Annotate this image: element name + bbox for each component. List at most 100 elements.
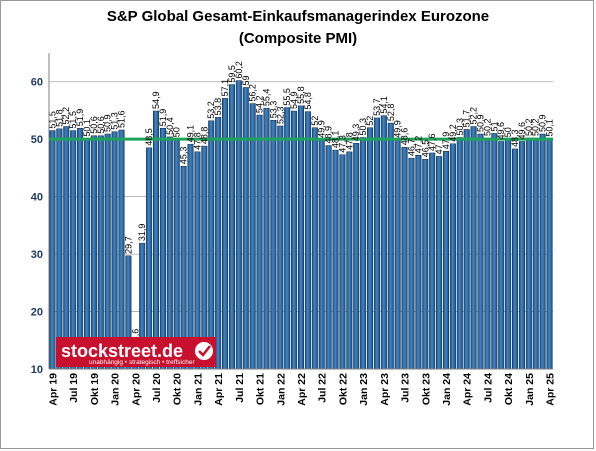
data-label: 50,3 [358,118,368,136]
data-label: 49,6 [517,122,527,140]
x-tick-label: Jan 25 [524,373,536,406]
x-tick-label: Okt 23 [420,373,432,405]
data-label: 50,6 [96,116,106,134]
data-label: 54,9 [151,91,161,109]
x-tick-label: Jul 24 [482,373,494,403]
data-label: 45,3 [179,147,189,165]
check-icon-circle [195,342,213,360]
data-label: 47,3 [337,135,347,153]
data-label: 47,9 [441,132,451,150]
bar [401,146,408,370]
x-tick-label: Apr 20 [130,373,142,406]
data-label: 55,4 [261,89,271,107]
logo-tagline: unabhängig • strategisch • treffsicher [89,359,195,366]
bar [394,139,401,370]
data-label: 55,8 [296,86,306,104]
data-label: 53,3 [268,101,278,119]
data-label: 50,9 [103,114,113,132]
bar [436,156,443,370]
data-label: 50,2 [482,119,492,137]
data-label: 47 [434,144,444,154]
bar [63,126,70,370]
x-tick-label: Jul 20 [151,373,163,403]
data-label: 50 [172,127,182,137]
data-label: 52,2 [61,107,71,125]
bar [456,137,463,370]
x-tick-label: Jul 19 [68,373,80,403]
bar [512,148,519,370]
bar [429,152,436,370]
bar [332,149,339,370]
logo-name: stockstreet.de [61,341,183,361]
bar [422,159,429,370]
data-label: 48,3 [510,129,520,147]
data-label: 49,6 [496,122,506,140]
data-label: 46,7 [406,139,416,157]
data-label: 51,3 [110,112,120,130]
bar [173,138,180,370]
bar [111,131,118,370]
data-label: 53,2 [206,101,216,119]
bar [442,150,449,370]
bar [346,151,353,370]
x-tick-label: Apr 25 [545,373,557,406]
data-label: 50,2 [531,119,541,137]
bar [408,157,415,370]
data-labels: 51,551,852,251,551,950,150,650,650,951,3… [47,61,554,346]
data-label: 52 [365,116,375,126]
bar [463,129,470,370]
data-label: 50,3 [455,118,465,136]
bar [297,105,305,370]
y-tick-label: 60 [31,77,43,89]
data-label: 48,9 [324,126,334,144]
bar [166,136,173,370]
data-label: 48,8 [199,127,209,145]
x-tick-label: Jan 21 [192,373,204,406]
data-label: 56,2 [248,84,258,102]
y-tick-label: 10 [31,364,43,376]
x-tick-label: Apr 19 [47,373,59,406]
bar [228,84,235,370]
x-tick-label: Apr 23 [379,373,391,406]
bar [194,151,201,370]
data-label: 51 [489,121,499,131]
bar [318,139,325,370]
bar [90,135,97,370]
x-tick-label: Apr 22 [296,373,308,406]
bar [277,125,284,370]
bar [153,110,160,370]
data-label: 51,7 [462,110,472,128]
y-tick-label: 50 [31,134,43,146]
data-label: 59 [241,75,251,85]
data-label: 50,9 [538,114,548,132]
data-label: 55,5 [282,88,292,106]
data-label: 29,7 [123,236,133,254]
bar [360,137,367,370]
bar [311,127,318,370]
bar [380,115,387,370]
bar [70,130,77,370]
x-tick-label: Jan 24 [441,373,453,406]
data-label: 60,2 [234,61,244,79]
data-label: 47,8 [344,132,354,150]
bar [208,120,215,370]
bar [215,117,222,370]
data-label: 50,4 [165,117,175,135]
bar [415,155,422,370]
data-label: 50,1 [82,119,92,137]
bar [83,138,90,370]
data-label: 53,8 [213,98,223,116]
data-label: 52,2 [469,107,479,125]
x-axis: Apr 19 Jul 19 Okt 19 Jan 20 Apr 20 Jul 20 Okt … [47,368,557,406]
bar [539,133,546,370]
bar [525,137,532,370]
data-label: 48,6 [400,128,410,146]
bar [77,128,84,370]
bar [187,144,194,370]
bar [104,133,111,370]
bar [339,154,346,370]
data-label: 49,9 [317,120,327,138]
bar [484,137,491,370]
x-tick-label: Apr 24 [462,373,474,406]
